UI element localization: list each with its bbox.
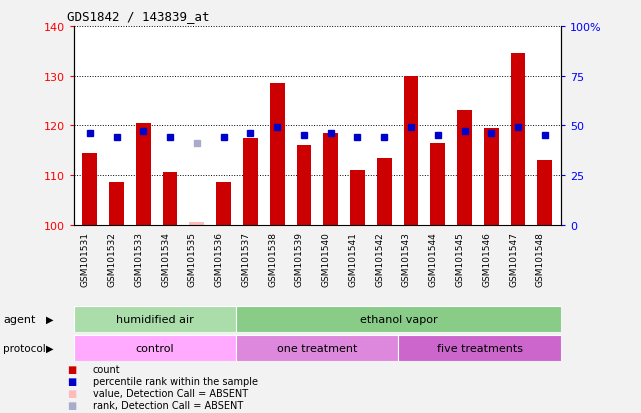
Bar bbox=[83, 153, 97, 225]
Text: GSM101536: GSM101536 bbox=[215, 231, 224, 286]
Text: GSM101548: GSM101548 bbox=[536, 231, 545, 286]
Text: GSM101538: GSM101538 bbox=[268, 231, 277, 286]
Text: GSM101535: GSM101535 bbox=[188, 231, 197, 286]
Text: GSM101543: GSM101543 bbox=[402, 231, 411, 286]
Bar bbox=[74, 335, 236, 361]
Text: agent: agent bbox=[3, 314, 36, 325]
Bar bbox=[74, 306, 236, 332]
Text: GSM101533: GSM101533 bbox=[135, 231, 144, 286]
Text: GSM101544: GSM101544 bbox=[429, 231, 438, 286]
Text: ■: ■ bbox=[67, 376, 76, 386]
Bar bbox=[404, 76, 419, 225]
Text: GSM101546: GSM101546 bbox=[482, 231, 491, 286]
Text: GSM101531: GSM101531 bbox=[81, 231, 90, 286]
Text: GSM101547: GSM101547 bbox=[509, 231, 518, 286]
Bar bbox=[350, 171, 365, 225]
Bar bbox=[190, 223, 204, 225]
Bar bbox=[511, 54, 526, 225]
Text: GSM101539: GSM101539 bbox=[295, 231, 304, 286]
Bar bbox=[323, 133, 338, 225]
Text: GSM101540: GSM101540 bbox=[322, 231, 331, 286]
Text: count: count bbox=[93, 364, 121, 374]
Bar bbox=[537, 161, 552, 225]
Bar bbox=[109, 183, 124, 225]
Text: humidified air: humidified air bbox=[116, 314, 194, 325]
Text: percentile rank within the sample: percentile rank within the sample bbox=[93, 376, 258, 386]
Text: ▶: ▶ bbox=[46, 343, 54, 354]
Bar bbox=[216, 183, 231, 225]
Text: GSM101534: GSM101534 bbox=[161, 231, 170, 286]
Bar bbox=[163, 173, 178, 225]
Bar bbox=[236, 335, 399, 361]
Text: protocol: protocol bbox=[3, 343, 46, 354]
Bar bbox=[430, 143, 445, 225]
Bar bbox=[377, 158, 392, 225]
Text: control: control bbox=[136, 343, 174, 354]
Text: one treatment: one treatment bbox=[277, 343, 358, 354]
Text: GSM101532: GSM101532 bbox=[108, 231, 117, 286]
Text: GSM101541: GSM101541 bbox=[349, 231, 358, 286]
Text: rank, Detection Call = ABSENT: rank, Detection Call = ABSENT bbox=[93, 400, 243, 410]
Bar bbox=[484, 128, 499, 225]
Bar bbox=[457, 111, 472, 225]
Text: ■: ■ bbox=[67, 388, 76, 398]
Text: GDS1842 / 143839_at: GDS1842 / 143839_at bbox=[67, 10, 210, 23]
Text: five treatments: five treatments bbox=[437, 343, 522, 354]
Text: GSM101542: GSM101542 bbox=[375, 231, 384, 286]
Text: GSM101537: GSM101537 bbox=[242, 231, 251, 286]
Bar bbox=[270, 84, 285, 225]
Text: ■: ■ bbox=[67, 400, 76, 410]
Text: GSM101545: GSM101545 bbox=[456, 231, 465, 286]
Bar bbox=[136, 123, 151, 225]
Text: ■: ■ bbox=[67, 364, 76, 374]
Bar bbox=[399, 335, 561, 361]
Bar bbox=[243, 138, 258, 225]
Text: ▶: ▶ bbox=[46, 314, 54, 325]
Text: ethanol vapor: ethanol vapor bbox=[360, 314, 437, 325]
Text: value, Detection Call = ABSENT: value, Detection Call = ABSENT bbox=[93, 388, 248, 398]
Bar bbox=[236, 306, 561, 332]
Bar bbox=[297, 146, 312, 225]
